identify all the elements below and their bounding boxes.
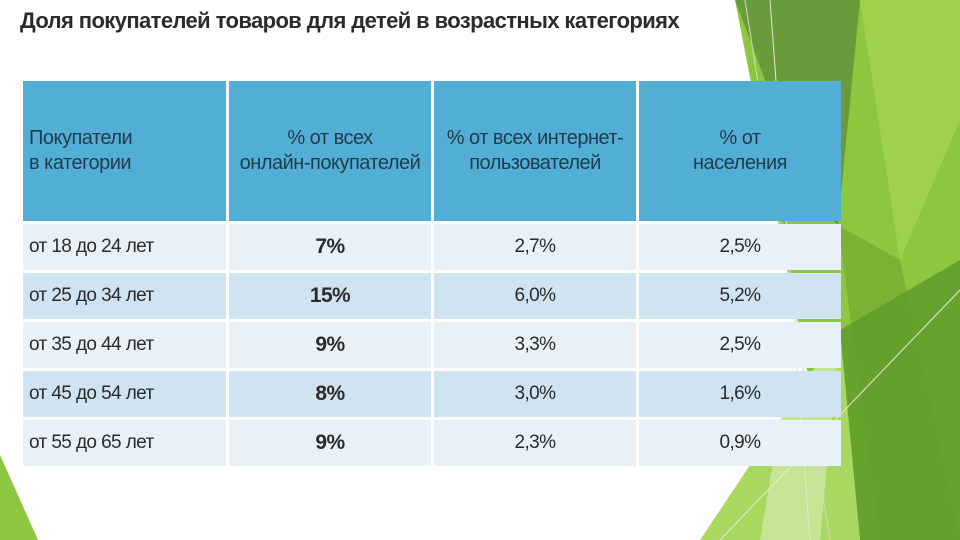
table-row: от 35 до 44 лет 9% 3,3% 2,5%	[23, 322, 841, 368]
row-online-share: 9%	[229, 322, 431, 368]
header-online-line1: % от всех	[287, 127, 373, 149]
header-internet: % от всех интернет- пользователей	[434, 81, 636, 221]
row-internet-share: 3,3%	[434, 322, 636, 368]
row-online-share: 15%	[229, 273, 431, 319]
age-category-table: Покупатели в категории % от всех онлайн-…	[20, 78, 844, 469]
green-facet-5	[840, 260, 960, 540]
row-category: от 45 до 54 лет	[23, 371, 226, 417]
row-internet-share: 2,3%	[434, 420, 636, 466]
table-row: от 18 до 24 лет 7% 2,7% 2,5%	[23, 224, 841, 270]
row-category: от 18 до 24 лет	[23, 224, 226, 270]
row-category: от 35 до 44 лет	[23, 322, 226, 368]
header-population-line2: населения	[693, 152, 787, 174]
row-online-share: 9%	[229, 420, 431, 466]
row-online-share: 7%	[229, 224, 431, 270]
row-category: от 25 до 34 лет	[23, 273, 226, 319]
header-population: % от населения	[639, 81, 841, 221]
header-online: % от всех онлайн-покупателей	[229, 81, 431, 221]
row-population-share: 0,9%	[639, 420, 841, 466]
row-category: от 55 до 65 лет	[23, 420, 226, 466]
header-category-line1: Покупатели	[29, 127, 133, 149]
row-population-share: 2,5%	[639, 224, 841, 270]
row-internet-share: 6,0%	[434, 273, 636, 319]
row-population-share: 2,5%	[639, 322, 841, 368]
header-category-line2: в категории	[29, 152, 132, 174]
row-internet-share: 2,7%	[434, 224, 636, 270]
header-row: Покупатели в категории % от всех онлайн-…	[23, 81, 841, 221]
row-internet-share: 3,0%	[434, 371, 636, 417]
header-category: Покупатели в категории	[23, 81, 226, 221]
header-population-line1: % от	[719, 127, 761, 149]
row-online-share: 8%	[229, 371, 431, 417]
row-population-share: 1,6%	[639, 371, 841, 417]
green-facet-left	[0, 455, 38, 540]
page-title: Доля покупателей товаров для детей в воз…	[20, 8, 680, 33]
header-online-line2: онлайн-покупателей	[239, 152, 421, 174]
table-row: от 45 до 54 лет 8% 3,0% 1,6%	[23, 371, 841, 417]
header-internet-line2: пользователей	[469, 152, 601, 174]
green-facet-3	[860, 0, 960, 260]
header-internet-line1: % от всех интернет-	[446, 127, 624, 149]
table-row: от 25 до 34 лет 15% 6,0% 5,2%	[23, 273, 841, 319]
table-row: от 55 до 65 лет 9% 2,3% 0,9%	[23, 420, 841, 466]
row-population-share: 5,2%	[639, 273, 841, 319]
